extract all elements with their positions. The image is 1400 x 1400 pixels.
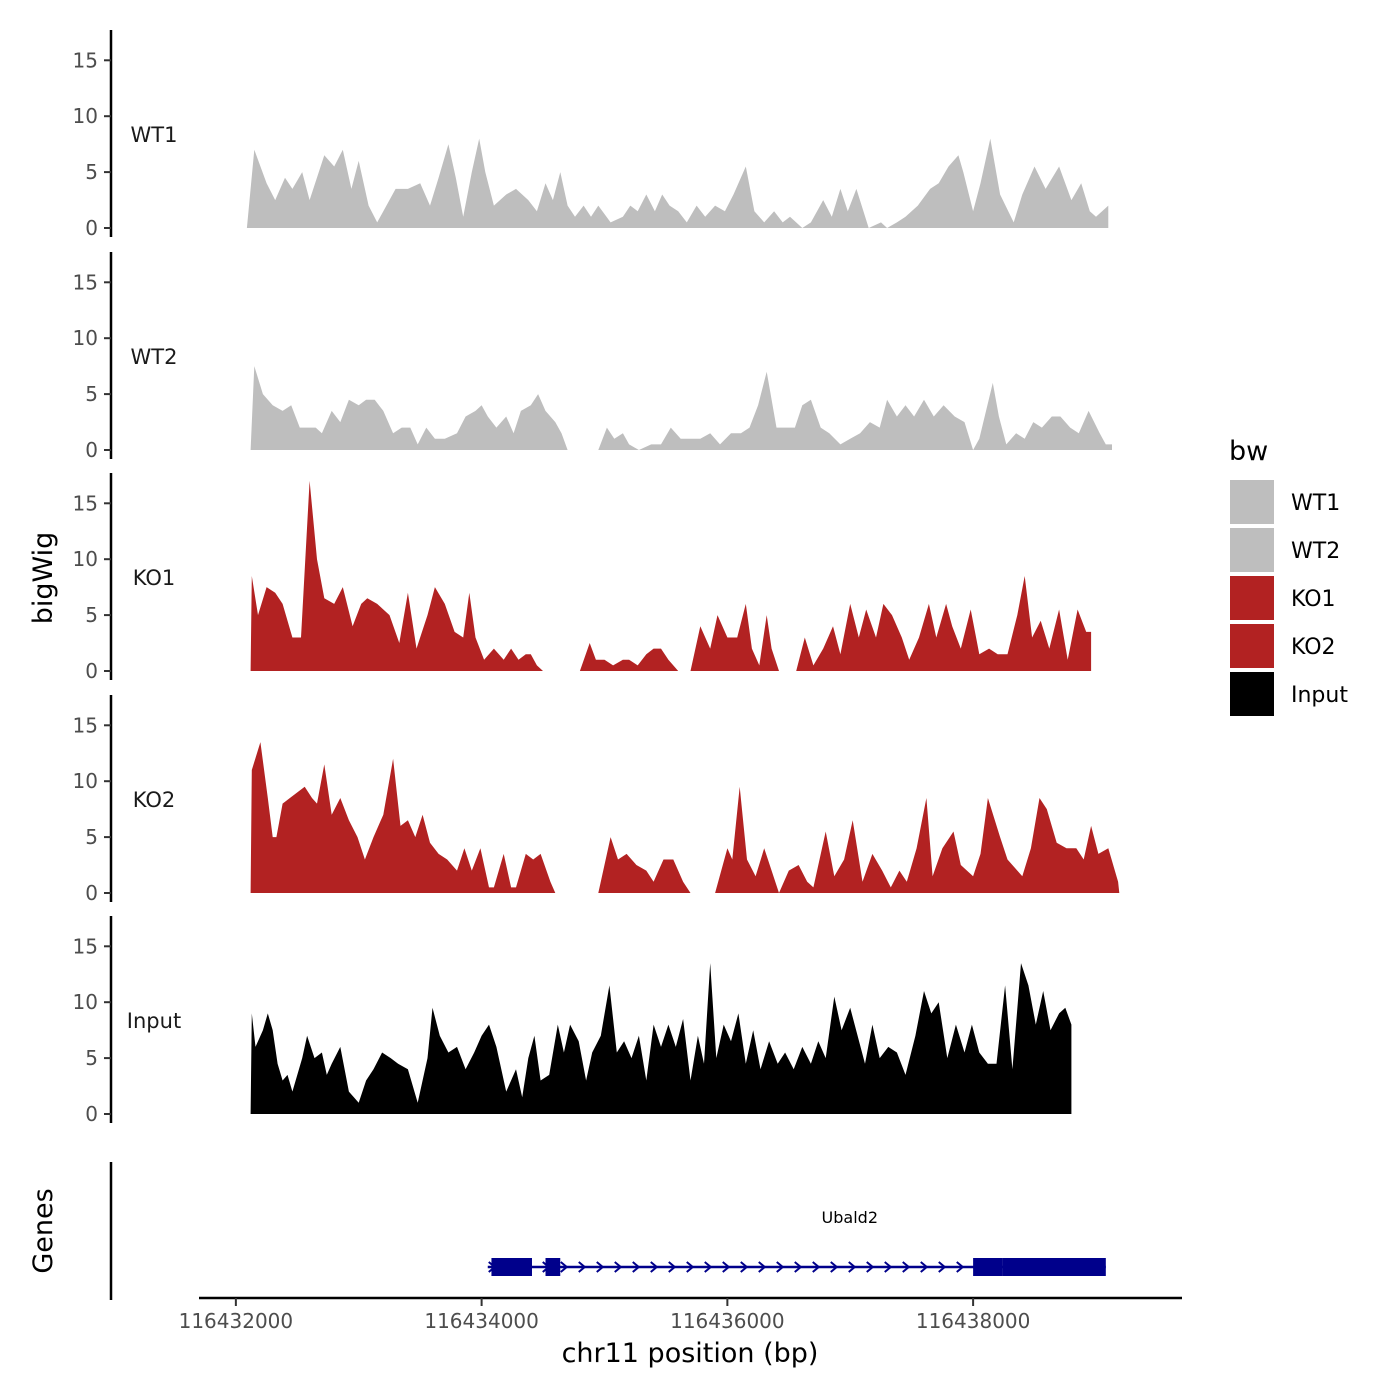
y-tick-label: 15 <box>73 270 98 294</box>
x-axis-title: chr11 position (bp) <box>562 1338 819 1369</box>
strand-arrow-icon <box>596 1261 605 1273</box>
area-ko2 <box>250 742 556 893</box>
strand-arrow-icon <box>650 1261 659 1273</box>
area-input <box>250 963 1072 1114</box>
area-ko1 <box>250 480 543 671</box>
y-tick-label: 10 <box>73 104 98 128</box>
area-wt2 <box>598 371 1112 450</box>
legend-key-ko1 <box>1230 576 1274 620</box>
genes-axis-title: Genes <box>28 1188 59 1273</box>
gene-exon <box>973 1258 1003 1276</box>
track-ko1: 0 5 10 15 KO1 <box>73 473 1092 683</box>
strand-arrow-icon <box>866 1261 875 1273</box>
track-input: 0 5 10 15 Input <box>73 916 1072 1126</box>
legend-title: bw <box>1229 436 1268 467</box>
legend-label-ko2: KO2 <box>1291 635 1336 660</box>
legend-key-wt2 <box>1230 528 1274 572</box>
area-ko2 <box>715 786 1120 893</box>
y-tick-label: 10 <box>73 547 98 571</box>
tracks-group: 0 5 10 15 WT1 0 5 10 15 WT2 0 5 10 15 KO1 0 5 10 15 KO2 0 5 10… <box>73 30 1120 1126</box>
strand-arrow-icon <box>830 1261 839 1273</box>
track-label: KO1 <box>133 566 176 590</box>
legend-key-input <box>1230 672 1274 716</box>
y-tick-label: 15 <box>73 48 98 72</box>
area-wt2 <box>250 366 568 450</box>
strand-arrow-icon <box>776 1261 785 1273</box>
strand-arrow-icon <box>632 1261 641 1273</box>
area-ko1 <box>579 643 679 671</box>
strand-arrow-icon <box>614 1261 623 1273</box>
area-ko1 <box>796 576 1092 671</box>
legend-key-ko2 <box>1230 624 1274 668</box>
strand-arrow-icon <box>740 1261 749 1273</box>
x-tick-label: 116432000 <box>179 1309 294 1333</box>
y-tick-label: 5 <box>85 603 98 627</box>
y-tick-label: 5 <box>85 160 98 184</box>
strand-arrow-icon <box>668 1261 677 1273</box>
track-wt2: 0 5 10 15 WT2 <box>73 252 1112 462</box>
y-tick-label: 10 <box>73 769 98 793</box>
track-label: KO2 <box>133 788 176 812</box>
strand-arrow-icon <box>722 1261 731 1273</box>
area-ko2 <box>598 837 691 893</box>
strand-arrow-icon <box>578 1261 587 1273</box>
strand-arrow-icon <box>884 1261 893 1273</box>
y-tick-label: 5 <box>85 825 98 849</box>
y-tick-label: 0 <box>85 216 98 240</box>
y-axis-title: bigWig <box>28 532 59 625</box>
gene-exon <box>491 1258 532 1276</box>
y-tick-label: 0 <box>85 881 98 905</box>
strand-arrow-icon <box>686 1261 695 1273</box>
gene-exon <box>1002 1258 1106 1276</box>
track-label: WT1 <box>131 123 178 147</box>
strand-arrow-icon <box>902 1261 911 1273</box>
area-wt1 <box>246 138 1109 228</box>
y-tick-label: 15 <box>73 713 98 737</box>
gene-ubald2: Ubald2 <box>487 1208 1106 1276</box>
area-ko1 <box>690 603 779 671</box>
track-label: Input <box>127 1009 181 1033</box>
x-tick-label: 116438000 <box>916 1309 1031 1333</box>
strand-arrow-icon <box>848 1261 857 1273</box>
y-tick-label: 10 <box>73 990 98 1014</box>
y-tick-label: 10 <box>73 326 98 350</box>
x-tick-label: 116434000 <box>424 1309 539 1333</box>
y-tick-label: 15 <box>73 934 98 958</box>
legend-label-wt1: WT1 <box>1291 491 1340 516</box>
legend-label-input: Input <box>1291 683 1348 708</box>
x-axis: 116432000 116434000 116436000 116438000 <box>179 1296 1182 1333</box>
strand-arrow-icon <box>956 1261 965 1273</box>
legend-key-wt1 <box>1230 480 1274 524</box>
y-tick-label: 0 <box>85 659 98 683</box>
strand-arrow-icon <box>758 1261 767 1273</box>
gene-exon <box>545 1258 561 1276</box>
legend-label-ko1: KO1 <box>1291 587 1336 612</box>
y-tick-label: 15 <box>73 491 98 515</box>
y-tick-label: 0 <box>85 1102 98 1126</box>
strand-arrow-icon <box>704 1261 713 1273</box>
strand-arrow-icon <box>560 1261 569 1273</box>
y-tick-label: 0 <box>85 438 98 462</box>
strand-arrow-icon <box>794 1261 803 1273</box>
y-tick-label: 5 <box>85 1046 98 1070</box>
y-tick-label: 5 <box>85 382 98 406</box>
track-ko2: 0 5 10 15 KO2 <box>73 695 1120 905</box>
strand-arrow-icon <box>812 1261 821 1273</box>
track-label: WT2 <box>131 345 178 369</box>
gene-name-label: Ubald2 <box>822 1208 878 1227</box>
strand-arrow-icon <box>938 1261 947 1273</box>
track-wt1: 0 5 10 15 WT1 <box>73 30 1109 240</box>
x-tick-label: 116436000 <box>670 1309 785 1333</box>
gene-track: Genes Ubald2 <box>28 1162 1106 1300</box>
legend: bw WT1 WT2 KO1 KO2 Input <box>1229 436 1348 716</box>
legend-label-wt2: WT2 <box>1291 539 1340 564</box>
strand-arrow-icon <box>920 1261 929 1273</box>
